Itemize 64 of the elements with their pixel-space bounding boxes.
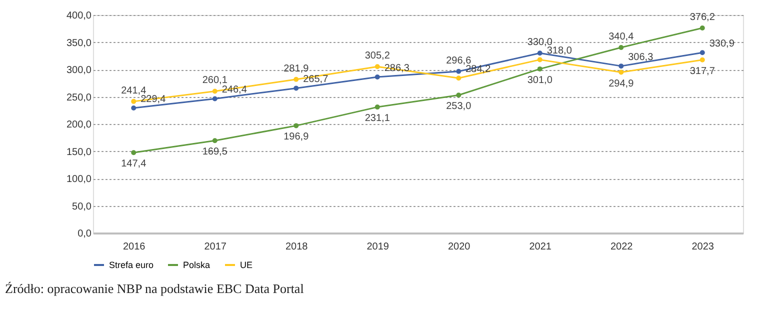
y-tick-label: 100,0 <box>66 174 92 185</box>
point <box>700 25 705 30</box>
x-tick-label: 2022 <box>610 242 634 252</box>
data-label: 196,9 <box>284 132 310 143</box>
y-tick-label: 0,0 <box>78 228 92 240</box>
x-tick-label: 2019 <box>366 242 390 252</box>
data-label: 231,1 <box>364 113 390 124</box>
x-tick-label: 2021 <box>529 242 552 252</box>
point <box>700 57 705 62</box>
data-label: 330,9 <box>709 38 735 50</box>
text: Źródło: opracowanie NBP na podstawie EBC Data Portal <box>5 281 304 296</box>
point <box>456 76 462 81</box>
point <box>537 57 542 62</box>
point <box>618 64 624 69</box>
point <box>294 123 299 128</box>
data-label: 281,9 <box>284 63 310 74</box>
x-tick-label: 2020 <box>448 242 471 252</box>
data-label: 305,2 <box>364 50 390 62</box>
point <box>212 88 218 94</box>
data-label: 296,6 <box>446 55 472 66</box>
legend-label: Polska <box>183 260 210 270</box>
point <box>456 68 462 74</box>
point <box>294 86 299 91</box>
point <box>131 150 136 156</box>
y-tick-label: 200,0 <box>66 120 92 130</box>
data-label: 294,9 <box>608 78 634 90</box>
point <box>212 138 218 144</box>
x-tick-label: 2018 <box>286 242 308 252</box>
y-tick-label: 350,0 <box>66 38 92 49</box>
point <box>618 70 624 75</box>
y-tick-label: 150,0 <box>66 146 92 158</box>
point <box>374 74 380 80</box>
data-label: 169,5 <box>202 146 228 158</box>
data-label: 317,7 <box>690 66 716 77</box>
point <box>700 50 705 56</box>
point <box>456 92 462 98</box>
x-tick-label: 2016 <box>123 242 146 252</box>
point <box>212 96 218 102</box>
data-label: 265,7 <box>303 74 329 86</box>
data-label: 376,2 <box>690 12 716 23</box>
point <box>131 98 136 104</box>
y-tick-label: 400,0 <box>66 10 92 22</box>
point <box>537 50 542 56</box>
data-label: 301,0 <box>527 74 553 86</box>
point <box>374 104 380 110</box>
data-label: 241,4 <box>121 85 147 96</box>
y-tick-label: 250,0 <box>66 92 92 104</box>
data-label: 147,4 <box>121 158 147 170</box>
data-label: 260,1 <box>202 75 228 86</box>
data-label: 306,3 <box>628 52 654 64</box>
legend-label: UE <box>240 260 253 270</box>
legend-label: Strefa euro <box>109 260 154 270</box>
y-tick-label: 50,0 <box>72 201 92 212</box>
point <box>131 105 136 110</box>
x-tick-label: 2023 <box>692 242 714 252</box>
data-label: 318,0 <box>546 46 572 57</box>
point <box>374 64 380 70</box>
y-tick-label: 300,0 <box>66 65 92 76</box>
data-label: 253,0 <box>446 101 472 112</box>
point <box>537 66 542 72</box>
x-tick-label: 2017 <box>204 242 227 252</box>
point <box>618 44 624 50</box>
data-label: 340,4 <box>608 31 634 42</box>
point <box>294 76 299 82</box>
